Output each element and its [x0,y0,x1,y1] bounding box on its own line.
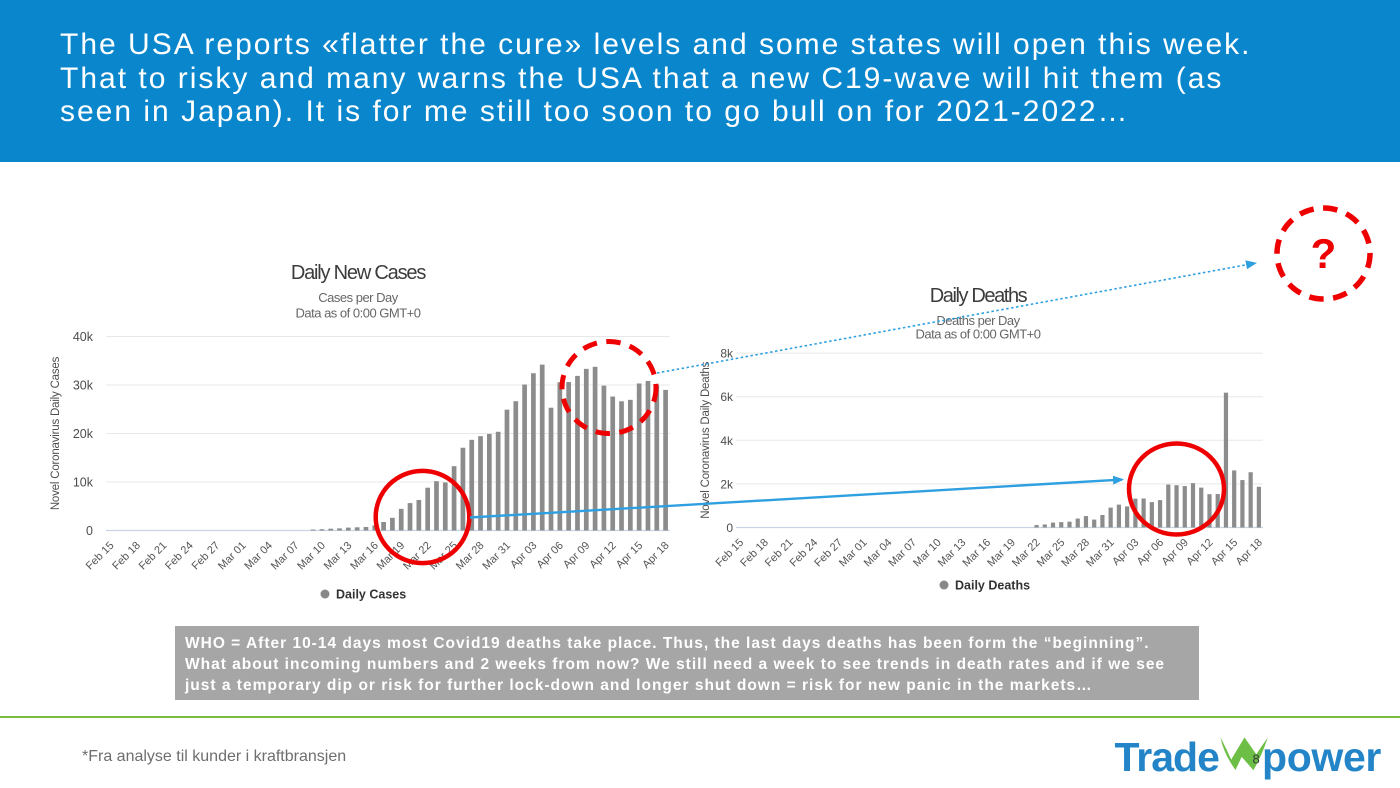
svg-text:Mar 13: Mar 13 [322,540,355,573]
svg-text:Apr 12: Apr 12 [587,540,618,571]
svg-text:40k: 40k [73,330,94,344]
svg-text:Apr 18: Apr 18 [640,540,671,571]
svg-text:Novel Coronavirus Daily Cases: Novel Coronavirus Daily Cases [50,356,62,510]
svg-text:Data as of 0:00 GMT+0: Data as of 0:00 GMT+0 [916,327,1041,342]
svg-text:Apr 03: Apr 03 [508,540,539,571]
svg-text:Feb 15: Feb 15 [84,540,117,573]
svg-text:Trade: Trade [1115,734,1220,780]
svg-text:30k: 30k [73,379,94,393]
svg-text:Apr 06: Apr 06 [1135,537,1166,568]
svg-text:Apr 15: Apr 15 [1209,537,1240,568]
svg-text:?: ? [1311,230,1337,277]
svg-text:Apr 06: Apr 06 [535,540,566,571]
svg-text:Apr 15: Apr 15 [614,540,645,571]
svg-text:Apr 09: Apr 09 [1160,537,1191,568]
svg-text:Mar 31: Mar 31 [1084,537,1117,570]
svg-text:Feb 27: Feb 27 [190,540,223,573]
svg-text:Mar 31: Mar 31 [480,540,513,573]
svg-text:0: 0 [726,521,733,535]
svg-text:20k: 20k [73,427,94,441]
svg-text:Apr 12: Apr 12 [1184,537,1215,568]
svg-text:Mar 01: Mar 01 [216,540,249,573]
svg-text:Mar 10: Mar 10 [295,540,328,573]
svg-text:8k: 8k [720,347,734,361]
svg-text:Data as of 0:00 GMT+0: Data as of 0:00 GMT+0 [296,306,421,321]
svg-text:Deaths per Day: Deaths per Day [936,313,1020,328]
svg-text:Mar 19: Mar 19 [375,540,408,573]
svg-text:8: 8 [1253,752,1260,767]
svg-text:10k: 10k [73,476,94,490]
svg-text:Daily New Cases: Daily New Cases [291,262,426,284]
svg-text:0: 0 [86,524,93,538]
svg-text:4k: 4k [720,434,734,448]
svg-text:Daily Cases: Daily Cases [336,588,406,602]
svg-text:Daily Deaths: Daily Deaths [930,285,1028,307]
svg-text:Feb 24: Feb 24 [163,540,196,573]
svg-text:Mar 16: Mar 16 [348,540,381,573]
svg-text:Daily Deaths: Daily Deaths [955,579,1030,593]
svg-text:Mar 22: Mar 22 [401,540,434,573]
svg-text:Cases per Day: Cases per Day [318,290,398,305]
svg-text:Apr 18: Apr 18 [1234,537,1265,568]
svg-text:Mar 07: Mar 07 [269,540,302,573]
svg-text:6k: 6k [720,390,734,404]
svg-text:power: power [1262,734,1381,780]
svg-text:Mar 04: Mar 04 [242,540,275,573]
svg-text:Apr 03: Apr 03 [1110,537,1141,568]
svg-text:Feb 21: Feb 21 [137,540,170,573]
svg-text:Novel Coronavirus Daily Deaths: Novel Coronavirus Daily Deaths [700,361,712,518]
svg-text:2k: 2k [720,477,734,491]
svg-text:Apr 09: Apr 09 [561,540,592,571]
svg-text:Feb 18: Feb 18 [110,540,143,573]
